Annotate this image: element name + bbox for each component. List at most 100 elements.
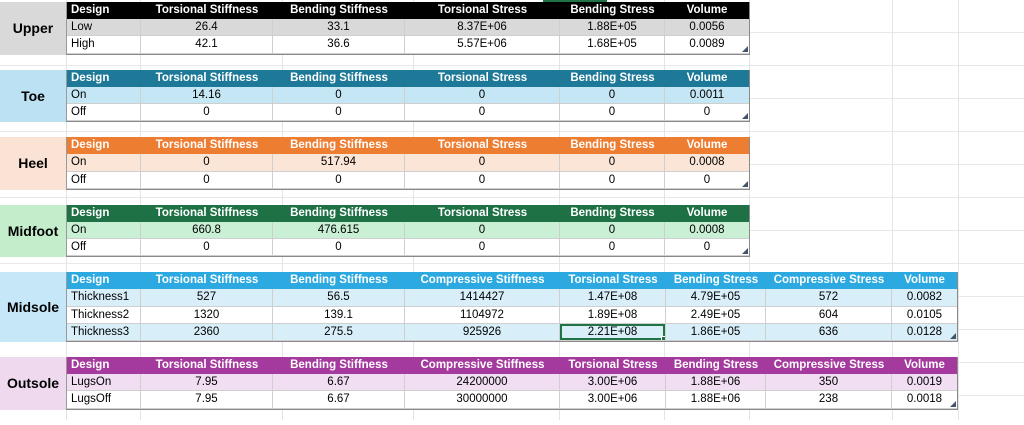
- data-cell[interactable]: 925926: [405, 323, 560, 341]
- data-cell[interactable]: 604: [766, 306, 892, 324]
- data-cell[interactable]: 0: [141, 103, 273, 122]
- row-design-cell[interactable]: Off: [67, 171, 141, 189]
- table-row-label[interactable]: Outsole: [0, 357, 66, 410]
- data-cell[interactable]: 6.67: [273, 374, 405, 392]
- column-header[interactable]: Bending Stress: [666, 357, 766, 375]
- column-header[interactable]: Design: [67, 357, 141, 375]
- column-header[interactable]: Bending Stiffness: [273, 137, 405, 155]
- row-design-cell[interactable]: On: [67, 154, 141, 172]
- data-cell[interactable]: 1.68E+05: [560, 36, 665, 54]
- data-cell[interactable]: 0: [560, 239, 665, 257]
- data-cell[interactable]: 0.0018: [892, 391, 957, 409]
- column-header[interactable]: Torsional Stiffness: [141, 204, 273, 222]
- data-cell[interactable]: 6.67: [273, 391, 405, 409]
- data-cell[interactable]: 8.37E+06: [405, 19, 560, 37]
- data-cell[interactable]: 0: [405, 103, 560, 122]
- data-cell[interactable]: 275.5: [273, 323, 405, 341]
- column-header[interactable]: Design: [67, 272, 141, 290]
- data-cell[interactable]: 7.95: [141, 391, 273, 409]
- column-header[interactable]: Torsional Stress: [405, 2, 560, 20]
- row-design-cell[interactable]: Thickness1: [67, 289, 141, 307]
- data-cell[interactable]: 527: [141, 289, 273, 307]
- column-header[interactable]: Bending Stiffness: [273, 204, 405, 222]
- data-cell[interactable]: 56.5: [273, 289, 405, 307]
- data-cell[interactable]: 0.0008: [665, 221, 749, 240]
- data-cell[interactable]: 0: [273, 239, 405, 257]
- data-cell[interactable]: 0: [665, 172, 749, 189]
- data-cell[interactable]: 0: [560, 221, 665, 240]
- column-header[interactable]: Torsional Stiffness: [141, 69, 273, 87]
- column-header[interactable]: Bending Stiffness: [273, 2, 405, 20]
- data-cell[interactable]: 0: [405, 221, 560, 240]
- column-header[interactable]: Torsional Stiffness: [141, 137, 273, 155]
- row-design-cell[interactable]: Low: [67, 19, 141, 37]
- data-cell[interactable]: 14.16: [141, 86, 273, 104]
- row-design-cell[interactable]: High: [67, 36, 141, 54]
- data-cell[interactable]: 0: [665, 104, 749, 122]
- data-cell[interactable]: 0: [273, 171, 405, 189]
- data-cell[interactable]: 7.95: [141, 374, 273, 392]
- data-cell[interactable]: 238: [766, 391, 892, 409]
- data-cell[interactable]: 350: [766, 374, 892, 392]
- data-cell[interactable]: 0: [560, 171, 665, 189]
- selected-cell[interactable]: 2.21E+08: [560, 323, 666, 341]
- data-cell[interactable]: 1.88E+05: [560, 19, 665, 37]
- data-cell[interactable]: 0: [560, 86, 665, 104]
- data-cell[interactable]: 1.86E+05: [666, 323, 766, 341]
- data-cell[interactable]: 0.0128: [892, 323, 957, 341]
- data-cell[interactable]: 0: [405, 86, 560, 104]
- data-cell[interactable]: 3.00E+06: [560, 391, 666, 409]
- data-cell[interactable]: 0: [560, 103, 665, 122]
- column-header[interactable]: Design: [67, 69, 141, 87]
- column-header[interactable]: Volume: [665, 137, 749, 155]
- column-header[interactable]: Bending Stress: [560, 2, 665, 20]
- table-row-label[interactable]: Midfoot: [0, 204, 66, 258]
- column-header[interactable]: Bending Stiffness: [273, 69, 405, 87]
- column-header[interactable]: Bending Stress: [560, 69, 665, 87]
- column-header[interactable]: Torsional Stiffness: [141, 357, 273, 375]
- data-cell[interactable]: 3.00E+06: [560, 374, 666, 392]
- data-cell[interactable]: 0.0019: [892, 374, 957, 392]
- data-cell[interactable]: 1104972: [405, 306, 560, 324]
- column-header[interactable]: Torsional Stress: [560, 357, 666, 375]
- column-header[interactable]: Compressive Stiffness: [405, 272, 560, 290]
- data-cell[interactable]: 0: [273, 103, 405, 122]
- row-design-cell[interactable]: On: [67, 86, 141, 104]
- data-cell[interactable]: 0.0056: [665, 19, 749, 37]
- data-cell[interactable]: 36.6: [273, 36, 405, 54]
- column-header[interactable]: Volume: [892, 357, 957, 375]
- column-header[interactable]: Torsional Stress: [405, 69, 560, 87]
- data-cell[interactable]: 0.0089: [665, 36, 749, 54]
- data-cell[interactable]: 0: [141, 171, 273, 189]
- column-header[interactable]: Bending Stress: [666, 272, 766, 290]
- data-cell[interactable]: 0: [560, 154, 665, 172]
- data-cell[interactable]: 572: [766, 289, 892, 307]
- row-design-cell[interactable]: LugsOff: [67, 391, 141, 409]
- column-header[interactable]: Design: [67, 137, 141, 155]
- column-header[interactable]: Volume: [665, 204, 749, 222]
- data-cell[interactable]: 0: [405, 239, 560, 257]
- data-cell[interactable]: 139.1: [273, 306, 405, 324]
- column-header[interactable]: Compressive Stress: [766, 357, 892, 375]
- column-header[interactable]: Torsional Stiffness: [141, 272, 273, 290]
- data-cell[interactable]: 1.88E+06: [666, 374, 766, 392]
- column-header[interactable]: Volume: [665, 2, 749, 20]
- data-cell[interactable]: 0: [141, 239, 273, 257]
- column-header[interactable]: Bending Stiffness: [273, 272, 405, 290]
- data-cell[interactable]: 0.0082: [892, 289, 957, 307]
- data-cell[interactable]: 2.49E+05: [666, 306, 766, 324]
- data-cell[interactable]: 1414427: [405, 289, 560, 307]
- data-cell[interactable]: 0: [405, 171, 560, 189]
- data-cell[interactable]: 33.1: [273, 19, 405, 37]
- data-cell[interactable]: 476.615: [273, 221, 405, 240]
- data-cell[interactable]: 2360: [141, 323, 273, 341]
- row-design-cell[interactable]: Thickness2: [67, 306, 141, 324]
- column-header[interactable]: Torsional Stress: [405, 137, 560, 155]
- data-cell[interactable]: 660.8: [141, 221, 273, 240]
- row-design-cell[interactable]: LugsOn: [67, 374, 141, 392]
- row-design-cell[interactable]: Off: [67, 239, 141, 257]
- row-design-cell[interactable]: On: [67, 221, 141, 240]
- data-cell[interactable]: 517.94: [273, 154, 405, 172]
- column-header[interactable]: Volume: [892, 272, 957, 290]
- row-design-cell[interactable]: Thickness3: [67, 323, 141, 341]
